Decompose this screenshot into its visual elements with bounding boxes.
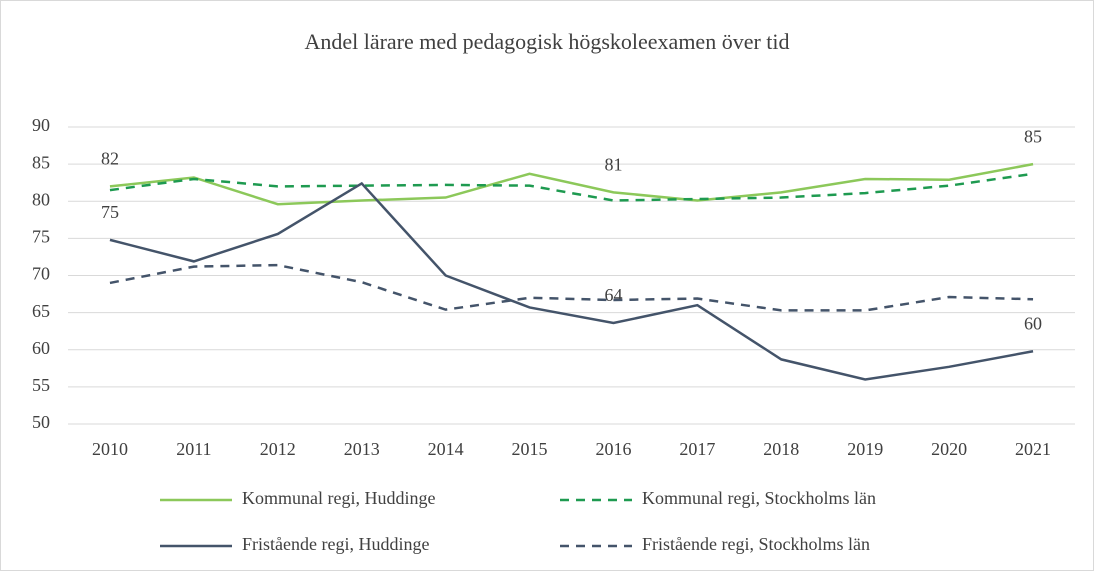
x-tick-label: 2012 <box>260 439 296 459</box>
series-line <box>109 172 1034 202</box>
data-label: 64 <box>604 285 622 305</box>
data-label: 60 <box>1024 313 1042 333</box>
x-tick-label: 2020 <box>931 439 967 459</box>
x-tick-label: 2010 <box>92 439 128 459</box>
x-tick-label: 2019 <box>847 439 883 459</box>
data-label: 75 <box>101 202 119 222</box>
y-tick-label: 60 <box>32 338 50 358</box>
x-tick-label: 2018 <box>763 439 799 459</box>
series-line <box>109 263 1034 312</box>
y-tick-label: 75 <box>32 227 50 247</box>
y-tick-label: 85 <box>32 152 50 172</box>
series-line <box>109 181 1034 381</box>
data-label: 85 <box>1024 126 1042 146</box>
y-tick-label: 50 <box>32 412 50 432</box>
legend-label: Kommunal regi, Stockholms län <box>642 488 876 508</box>
legend-label: Fristående regi, Huddinge <box>242 534 429 554</box>
chart-title: Andel lärare med pedagogisk högskoleexam… <box>304 29 789 54</box>
legend-label: Fristående regi, Stockholms län <box>642 534 870 554</box>
legend-label: Kommunal regi, Huddinge <box>242 488 435 508</box>
y-tick-label: 55 <box>32 375 50 395</box>
data-label: 82 <box>101 149 119 169</box>
x-tick-label: 2014 <box>428 439 464 459</box>
data-label: 81 <box>604 154 622 174</box>
series-line <box>109 162 1034 206</box>
y-tick-label: 65 <box>32 301 50 321</box>
x-tick-label: 2021 <box>1015 439 1051 459</box>
x-tick-label: 2017 <box>679 439 715 459</box>
x-tick-label: 2013 <box>344 439 380 459</box>
y-tick-label: 70 <box>32 264 50 284</box>
x-tick-label: 2015 <box>512 439 548 459</box>
y-tick-label: 80 <box>32 189 50 209</box>
y-tick-label: 90 <box>32 115 50 135</box>
x-tick-label: 2016 <box>595 439 631 459</box>
x-tick-label: 2011 <box>176 439 211 459</box>
